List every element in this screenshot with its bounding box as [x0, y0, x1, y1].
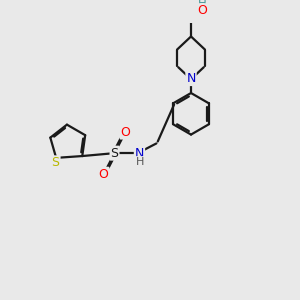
Text: O: O	[98, 168, 108, 181]
Text: O: O	[121, 126, 130, 139]
Text: S: S	[110, 147, 118, 160]
Text: H: H	[136, 157, 144, 167]
Text: S: S	[52, 156, 60, 170]
Text: N: N	[186, 72, 196, 85]
Text: H: H	[198, 0, 207, 10]
Text: N: N	[135, 147, 144, 160]
Text: O: O	[198, 4, 208, 17]
